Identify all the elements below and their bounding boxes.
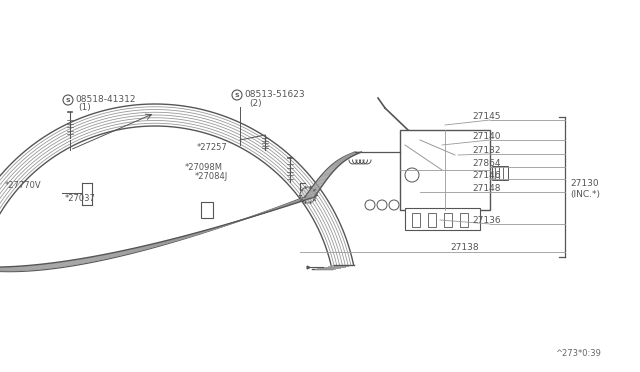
Text: *27257: *27257 bbox=[197, 142, 228, 151]
Circle shape bbox=[405, 168, 419, 182]
Circle shape bbox=[377, 200, 387, 210]
Text: 27132: 27132 bbox=[472, 145, 501, 154]
Text: 27138: 27138 bbox=[450, 244, 479, 253]
Bar bbox=[428, 213, 436, 227]
Text: 27148: 27148 bbox=[472, 183, 501, 192]
Bar bbox=[201, 202, 213, 218]
Bar bbox=[460, 213, 468, 227]
Circle shape bbox=[389, 200, 399, 210]
Text: 08518-41312: 08518-41312 bbox=[75, 94, 136, 103]
Text: 27146: 27146 bbox=[472, 170, 501, 180]
Text: *27770V: *27770V bbox=[5, 180, 42, 189]
Text: *27084J: *27084J bbox=[195, 171, 228, 180]
Text: 08513-51623: 08513-51623 bbox=[244, 90, 305, 99]
Circle shape bbox=[300, 187, 316, 203]
Text: (1): (1) bbox=[78, 103, 91, 112]
Circle shape bbox=[63, 95, 73, 105]
Bar bbox=[400, 130, 490, 210]
Text: ^273*0:39: ^273*0:39 bbox=[555, 350, 601, 359]
Bar bbox=[444, 213, 452, 227]
Text: 27864: 27864 bbox=[472, 158, 501, 167]
Text: *27037: *27037 bbox=[65, 193, 96, 202]
Text: 27140: 27140 bbox=[472, 131, 501, 141]
Circle shape bbox=[365, 200, 375, 210]
Circle shape bbox=[232, 90, 242, 100]
Text: S: S bbox=[66, 97, 70, 103]
Text: *27098M: *27098M bbox=[185, 163, 223, 171]
Text: S: S bbox=[235, 93, 239, 97]
Bar bbox=[412, 213, 420, 227]
Text: (2): (2) bbox=[249, 99, 262, 108]
Text: 27130
(INC.*): 27130 (INC.*) bbox=[570, 179, 600, 199]
Bar bbox=[492, 166, 508, 180]
Bar bbox=[405, 208, 480, 230]
Text: 27145: 27145 bbox=[472, 112, 501, 121]
Text: 27136: 27136 bbox=[472, 215, 501, 224]
